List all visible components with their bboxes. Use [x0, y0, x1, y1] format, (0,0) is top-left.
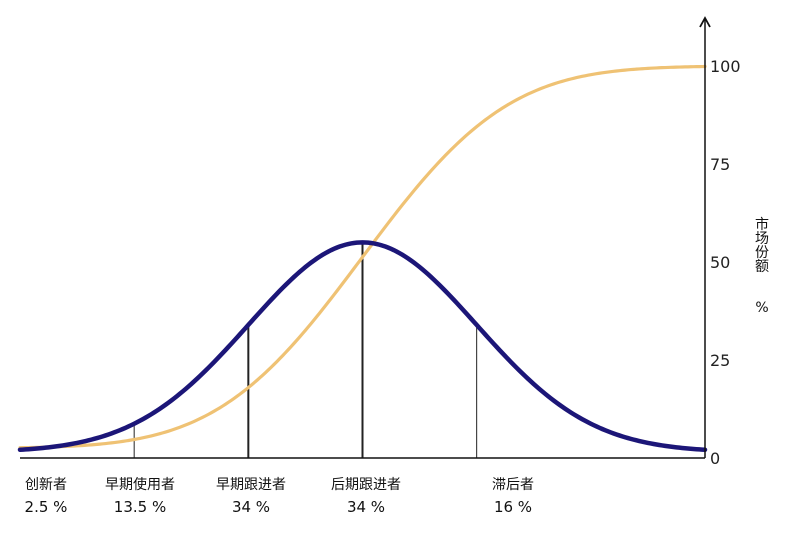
y-axis-arrow [699, 16, 711, 28]
segment-name-label: 后期跟进者 [331, 477, 401, 493]
segment-percent-label: 34 % [232, 498, 270, 516]
segment-name-label: 早期跟进者 [216, 477, 286, 493]
y-tick-label: 100 [710, 57, 741, 76]
segment-percent-label: 13.5 % [114, 498, 166, 516]
segment-name-label: 早期使用者 [105, 476, 175, 493]
y-axis-ticks: 0 25 50 75 100 [710, 57, 741, 468]
adoption-curve [17, 240, 708, 453]
segment-name-label: 滞后者 [492, 477, 534, 493]
y-axis-title-char: 市 [755, 216, 769, 233]
market-share-curve [18, 64, 707, 450]
segment-percent-label: 2.5 % [25, 498, 68, 516]
y-axis-title-char: 份 [755, 245, 769, 261]
y-axis-title-char: 额 [755, 259, 769, 275]
y-tick-label: 0 [710, 449, 720, 468]
segment-name-label: 创新者 [25, 477, 67, 493]
y-axis-unit: % [755, 300, 768, 316]
y-axis-title-char: 场 [755, 231, 769, 247]
y-tick-label: 75 [710, 155, 730, 174]
segment-dividers [133, 242, 478, 458]
y-tick-label: 25 [710, 351, 730, 370]
segment-labels: 创新者 2.5 % 早期使用者 13.5 % 早期跟进者 34 % 后期跟进者 34 % 滞后者… [25, 476, 534, 516]
segment-percent-label: 16 % [494, 498, 532, 516]
segment-percent-label: 34 % [347, 498, 385, 516]
y-tick-label: 50 [710, 253, 730, 272]
